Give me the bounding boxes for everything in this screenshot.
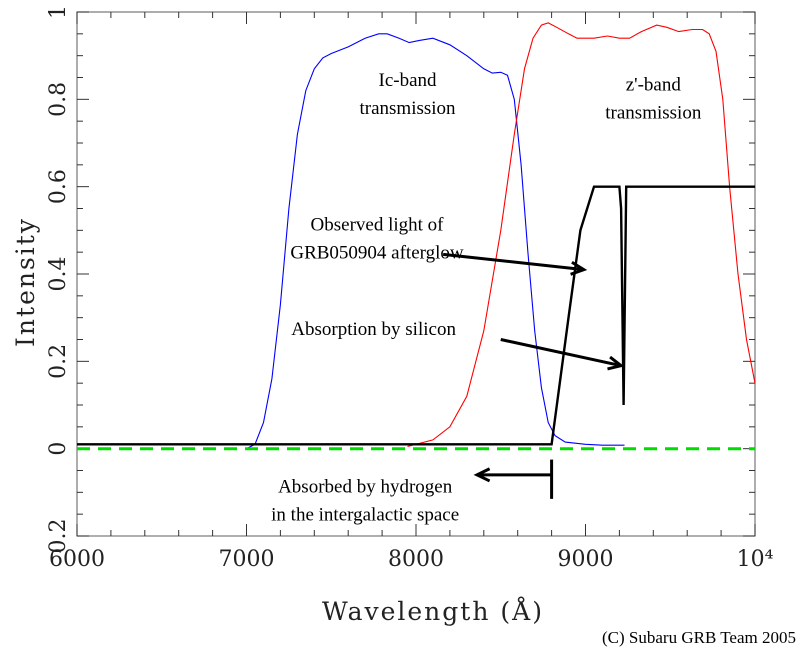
y-tick-label: 0.2 — [46, 344, 71, 379]
series-group — [77, 22, 756, 451]
tick-labels: 6000 7000 8000 9000 10⁴ 0.2 0 0.2 0.4 0.6 0.8 1 — [46, 5, 774, 572]
x-tick-label: 6000 — [49, 547, 105, 572]
annotation-text: Ic-band — [379, 70, 438, 91]
y-tick-label: 0 — [46, 442, 71, 456]
y-tick-label: 0.2 — [46, 519, 71, 554]
annotation-text: z'-band — [626, 75, 682, 96]
y-axis-title: Intensity — [11, 217, 40, 347]
annotation-text: transmission — [605, 103, 702, 124]
axis-ticks — [76, 11, 756, 537]
annotation-text: Observed light of — [311, 214, 445, 235]
afterglow-arrow — [442, 252, 584, 272]
x-tick-label: 10⁴ — [737, 547, 774, 572]
series-line-ic-band-transmission — [246, 33, 625, 450]
afterglow-arrow-head — [570, 260, 588, 276]
annotation-text: Absorbed by hydrogen — [278, 476, 453, 497]
y-tick-label: 0.4 — [46, 257, 71, 292]
hydrogen-arrow-head — [473, 467, 491, 483]
y-tick-label: 0.8 — [46, 82, 71, 117]
annotation-text: in the intergalactic space — [271, 504, 459, 525]
annotations: Ic-band transmission z'-band transmission Ob… — [271, 70, 702, 525]
x-tick-label: 9000 — [558, 547, 614, 572]
x-tick-label: 7000 — [219, 547, 275, 572]
y-tick-label: 1 — [46, 5, 71, 19]
y-tick-label: 0.6 — [46, 169, 71, 204]
silicon-arrow-head — [607, 355, 625, 371]
annotation-text: transmission — [359, 98, 456, 119]
copyright-credit: (C) Subaru GRB Team 2005 — [602, 628, 796, 647]
annotation-text: Absorption by silicon — [291, 319, 456, 340]
annotation-text: GRB050904 afterglow — [290, 242, 464, 263]
silicon-arrow — [500, 338, 622, 368]
series-line-z-band-transmission — [407, 22, 756, 448]
series-line-observed-light-of-grb050904-afterglow — [77, 185, 755, 446]
x-tick-label: 8000 — [388, 547, 444, 572]
x-axis-title: Wavelength (Å) — [322, 596, 544, 626]
